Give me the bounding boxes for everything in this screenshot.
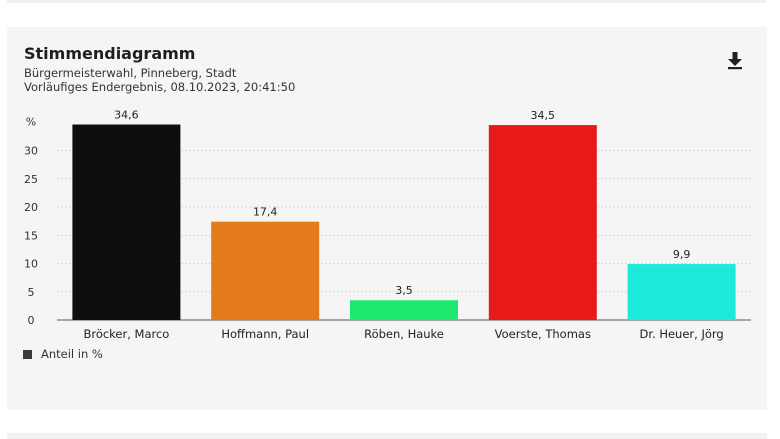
x-tick-label: Bröcker, Marco <box>83 327 169 341</box>
bar-chart: % 0 5 10 15 20 25 30 34,6 Bröcker, Marco 17,4 Hoffm… <box>24 109 751 341</box>
x-tick-label: Hoffmann, Paul <box>221 327 309 341</box>
data-label: 34,5 <box>531 109 556 122</box>
y-tick-label: 25 <box>24 173 38 186</box>
legend-label: Anteil in % <box>41 347 103 361</box>
chart-subtitle-election: Bürgermeisterwahl, Pinneberg, Stadt <box>24 66 237 80</box>
download-icon[interactable] <box>725 49 745 71</box>
x-tick-label: Dr. Heuer, Jörg <box>639 327 723 341</box>
y-tick-label: 15 <box>24 229 38 242</box>
y-tick-label: 20 <box>24 201 38 214</box>
chart-title: Stimmendiagramm <box>24 44 196 63</box>
previous-card-edge <box>7 0 767 3</box>
y-tick-label: 10 <box>24 258 38 271</box>
x-tick-label: Röben, Hauke <box>364 327 444 341</box>
y-tick-label: 0 <box>28 314 35 327</box>
data-label: 3,5 <box>395 284 413 297</box>
data-label: 34,6 <box>114 109 139 122</box>
legend-swatch <box>23 349 32 359</box>
y-tick-label: 30 <box>24 145 38 158</box>
data-label: 9,9 <box>673 248 691 261</box>
data-label: 17,4 <box>253 206 278 219</box>
bar <box>211 221 320 320</box>
x-tick-label: Voerste, Thomas <box>495 327 591 341</box>
chart-subtitle-status: Vorläufiges Endergebnis, 08.10.2023, 20:… <box>24 80 296 94</box>
bar <box>350 300 458 320</box>
y-tick-label: 5 <box>28 286 35 299</box>
bar <box>627 264 736 320</box>
chart-legend: Anteil in % <box>23 347 103 361</box>
y-axis-label: % <box>26 115 36 128</box>
chart-card: Stimmendiagramm Bürgermeisterwahl, Pinne… <box>7 27 767 410</box>
bar <box>488 125 597 320</box>
next-card-edge <box>7 433 767 439</box>
bar <box>72 124 181 320</box>
